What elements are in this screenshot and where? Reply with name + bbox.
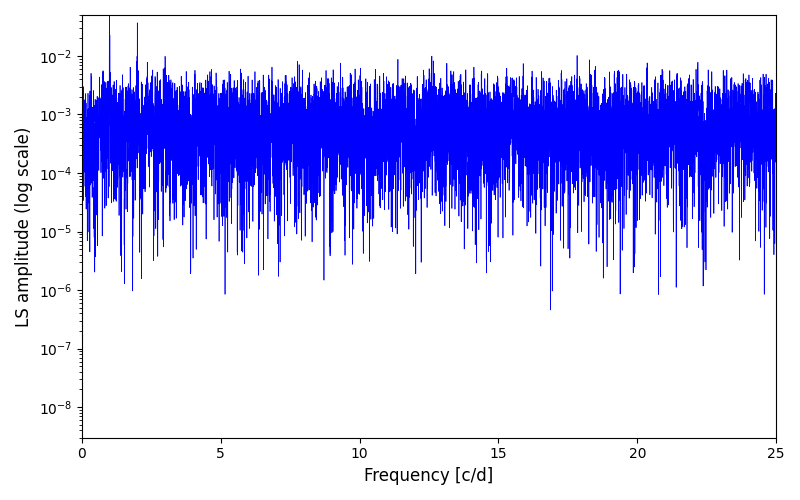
X-axis label: Frequency [c/d]: Frequency [c/d] [364, 467, 494, 485]
Y-axis label: LS amplitude (log scale): LS amplitude (log scale) [15, 126, 33, 326]
